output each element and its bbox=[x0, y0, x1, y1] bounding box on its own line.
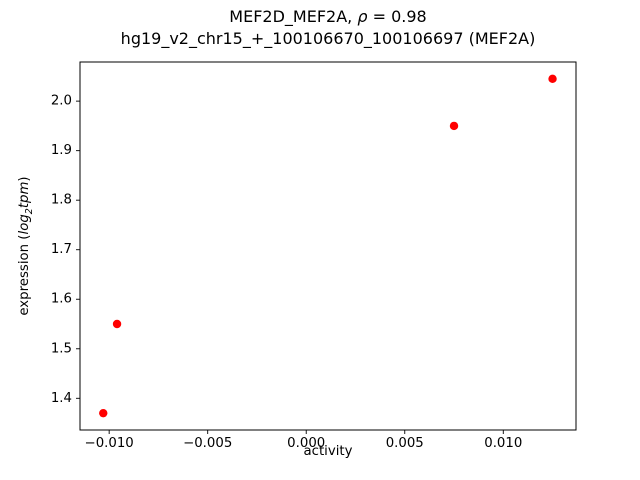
y-label-subscript: 2 bbox=[23, 208, 35, 215]
y-tick-label: 2.0 bbox=[51, 94, 72, 109]
plot-border bbox=[79, 61, 577, 431]
chart-title-suffix: = 0.98 bbox=[367, 7, 427, 26]
chart-title-prefix: MEF2D_MEF2A, bbox=[229, 7, 358, 26]
x-tick-label: 0.010 bbox=[484, 436, 522, 451]
x-tick-label: 0.000 bbox=[287, 436, 325, 451]
x-tick-label: −0.010 bbox=[85, 436, 134, 451]
chart-title: MEF2D_MEF2A, ρ = 0.98 bbox=[80, 6, 576, 28]
y-tick-label: 1.5 bbox=[51, 341, 72, 356]
data-point bbox=[112, 319, 122, 329]
y-tick-label: 1.9 bbox=[51, 143, 72, 158]
y-label-prefix: expression ( bbox=[17, 234, 33, 316]
y-label-tpm: tpm bbox=[17, 181, 33, 209]
data-point bbox=[99, 408, 108, 418]
y-label-log: log bbox=[17, 214, 33, 235]
x-axis-label: activity bbox=[303, 444, 353, 459]
y-axis-label: expression (log2tpm) bbox=[17, 176, 35, 315]
y-tick-label: 1.7 bbox=[51, 242, 72, 257]
chart-subtitle: hg19_v2_chr15_+_100106670_100106697 (MEF… bbox=[120, 29, 536, 48]
y-label-suffix: ) bbox=[17, 176, 33, 182]
data-point bbox=[449, 121, 459, 131]
rho-symbol: ρ bbox=[357, 7, 368, 26]
data-point bbox=[548, 74, 557, 84]
y-tick-label: 1.6 bbox=[51, 292, 72, 307]
x-tick-label: 0.005 bbox=[386, 436, 424, 451]
x-tick-label: −0.005 bbox=[183, 436, 232, 451]
y-tick-label: 1.4 bbox=[51, 391, 72, 406]
y-tick-label: 1.8 bbox=[51, 193, 72, 208]
